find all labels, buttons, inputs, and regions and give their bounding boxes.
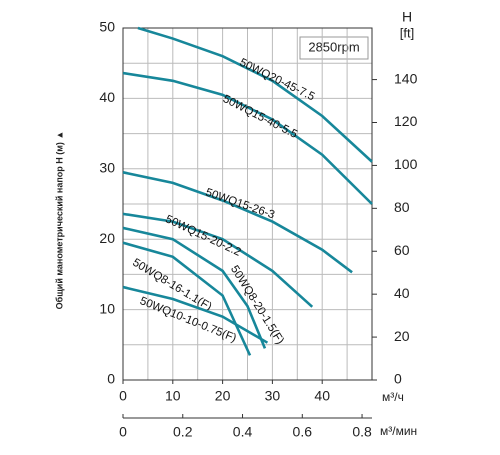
y-tick-label: 10 [99,300,115,316]
y-label: Общий манометрический напор H (м) ▲ [54,131,64,310]
curve [122,71,373,205]
curve-label: 50WQ15-20-2.2 [163,213,242,258]
y2-tick-label: 100 [394,156,418,172]
y2-tick-label: 0 [394,371,402,387]
y2-label: H [402,9,412,25]
y2-tick-label: 40 [394,285,410,301]
x2-unit: м³/мин [380,424,417,438]
curve [122,226,267,349]
curve [122,285,269,344]
x-tick-label: 20 [215,388,231,404]
y-tick-label: 20 [99,230,115,246]
y2-tick-label: 80 [394,199,410,215]
x2-tick-label: 0.6 [293,424,313,440]
x-tick-label: 10 [165,388,181,404]
curve [137,26,373,163]
x-tick-label: 0 [119,388,127,404]
y-tick-label: 0 [107,371,115,387]
annotation-box [299,36,369,60]
x2-tick-label: 0.8 [352,424,372,440]
x2-tick-label: 0 [119,424,127,440]
y2-tick-label: 60 [394,242,410,258]
y2-tick-label: 140 [394,70,418,86]
x-unit: м³/ч [382,390,404,404]
y2-unit: [ft] [400,25,414,40]
x-tick-label: 30 [265,388,281,404]
curve [122,171,353,274]
x-tick-label: 40 [314,388,330,404]
y-tick-label: 40 [99,89,115,105]
y2-tick-label: 120 [394,113,418,129]
y2-tick-label: 20 [394,328,410,344]
annotation: 2850rpm [308,39,359,54]
y-tick-label: 50 [99,19,115,35]
x2-tick-label: 0.2 [173,424,193,440]
curve [122,212,314,308]
y-tick-label: 30 [99,160,115,176]
x2-tick-label: 0.4 [233,424,253,440]
